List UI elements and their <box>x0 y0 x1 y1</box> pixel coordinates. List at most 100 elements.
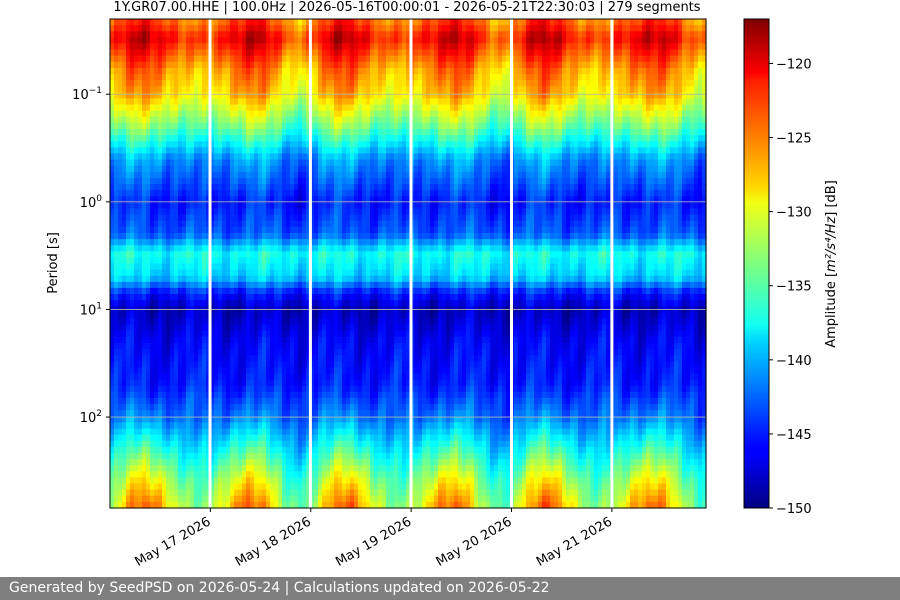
heatmap-cell <box>134 190 139 197</box>
heatmap-cell <box>346 196 351 203</box>
heatmap-cell <box>298 471 303 479</box>
heatmap-cell <box>234 294 239 301</box>
heatmap-cell <box>130 275 135 283</box>
heatmap-cell <box>174 80 179 87</box>
heatmap-cell <box>158 49 163 57</box>
heatmap-cell <box>158 483 163 491</box>
heatmap-cell <box>242 61 247 69</box>
heatmap-cell <box>206 349 211 356</box>
heatmap-cell <box>302 110 307 118</box>
heatmap-cell <box>294 477 299 485</box>
heatmap-cell <box>138 177 143 185</box>
heatmap-cell <box>354 226 359 234</box>
heatmap-cell <box>222 367 227 375</box>
heatmap-cell <box>230 428 235 436</box>
heatmap-cell <box>182 287 187 295</box>
heatmap-cell <box>274 465 279 472</box>
heatmap-cell <box>110 336 115 344</box>
heatmap-cell <box>290 141 295 148</box>
heatmap-cell <box>334 404 339 411</box>
heatmap-cell <box>258 257 263 265</box>
heatmap-cell <box>162 385 167 393</box>
heatmap-cell <box>346 239 351 246</box>
heatmap-cell <box>122 61 127 69</box>
heatmap-cell <box>314 379 319 387</box>
heatmap-cell <box>298 190 303 197</box>
heatmap-cell <box>238 190 243 197</box>
heatmap-cell <box>206 37 211 45</box>
heatmap-cell <box>310 385 315 393</box>
heatmap-cell <box>298 61 303 69</box>
heatmap-cell <box>118 19 123 26</box>
heatmap-cell <box>354 434 359 442</box>
heatmap-cell <box>262 410 267 417</box>
heatmap-cell <box>346 367 351 375</box>
heatmap-cell <box>330 410 335 417</box>
heatmap-cell <box>210 446 215 454</box>
heatmap-cell <box>274 385 279 393</box>
heatmap-cell <box>354 165 359 173</box>
heatmap-cell <box>166 104 171 112</box>
heatmap-cell <box>130 379 135 387</box>
heatmap-cell <box>194 159 199 167</box>
heatmap-cell <box>226 196 231 203</box>
heatmap-cell <box>270 74 275 81</box>
heatmap-cell <box>226 281 231 289</box>
heatmap-cell <box>154 263 159 271</box>
heatmap-cell <box>330 446 335 454</box>
heatmap-cell <box>286 367 291 375</box>
heatmap-cell <box>242 122 247 130</box>
heatmap-cell <box>122 501 127 509</box>
heatmap-cell <box>294 312 299 320</box>
heatmap-cell <box>318 159 323 167</box>
heatmap-cell <box>162 477 167 485</box>
heatmap-cell <box>218 330 223 338</box>
heatmap-cell <box>250 159 255 167</box>
heatmap-cell <box>306 55 311 63</box>
heatmap-cell <box>254 67 259 75</box>
heatmap-cell <box>194 129 199 136</box>
heatmap-cell <box>226 257 231 265</box>
heatmap-cell <box>206 404 211 411</box>
heatmap-cell <box>246 220 251 228</box>
heatmap-cell <box>234 446 239 454</box>
heatmap-cell <box>110 263 115 271</box>
heatmap-cell <box>314 300 319 307</box>
heatmap-cell <box>242 19 247 26</box>
heatmap-cell <box>206 135 211 142</box>
heatmap-cell <box>174 202 179 210</box>
heatmap-cell <box>222 135 227 142</box>
heatmap-cell <box>166 318 171 326</box>
heatmap-cell <box>314 49 319 57</box>
heatmap-cell <box>262 385 267 393</box>
heatmap-cell <box>302 477 307 485</box>
heatmap-cell <box>222 324 227 332</box>
heatmap-cell <box>230 294 235 301</box>
heatmap-cell <box>222 226 227 234</box>
heatmap-cell <box>342 373 347 381</box>
heatmap-cell <box>254 208 259 216</box>
heatmap-cell <box>178 49 183 57</box>
heatmap-cell <box>194 74 199 81</box>
heatmap-cell <box>170 330 175 338</box>
heatmap-cell <box>218 61 223 69</box>
heatmap-cell <box>334 269 339 277</box>
heatmap-cell <box>190 391 195 399</box>
heatmap-cell <box>122 159 127 167</box>
heatmap-cell <box>338 86 343 93</box>
heatmap-cell <box>246 300 251 307</box>
heatmap-cell <box>354 208 359 216</box>
heatmap-cell <box>114 459 119 466</box>
heatmap-cell <box>322 61 327 69</box>
heatmap-cell <box>206 19 211 26</box>
heatmap-cell <box>254 446 259 454</box>
heatmap-cell <box>290 239 295 246</box>
heatmap-cell <box>326 184 331 191</box>
heatmap-cell <box>326 465 331 472</box>
heatmap-cell <box>158 342 163 350</box>
heatmap-cell <box>202 385 207 393</box>
heatmap-cell <box>118 141 123 148</box>
heatmap-cell <box>186 37 191 45</box>
heatmap-cell <box>266 397 271 405</box>
heatmap-cell <box>290 294 295 301</box>
